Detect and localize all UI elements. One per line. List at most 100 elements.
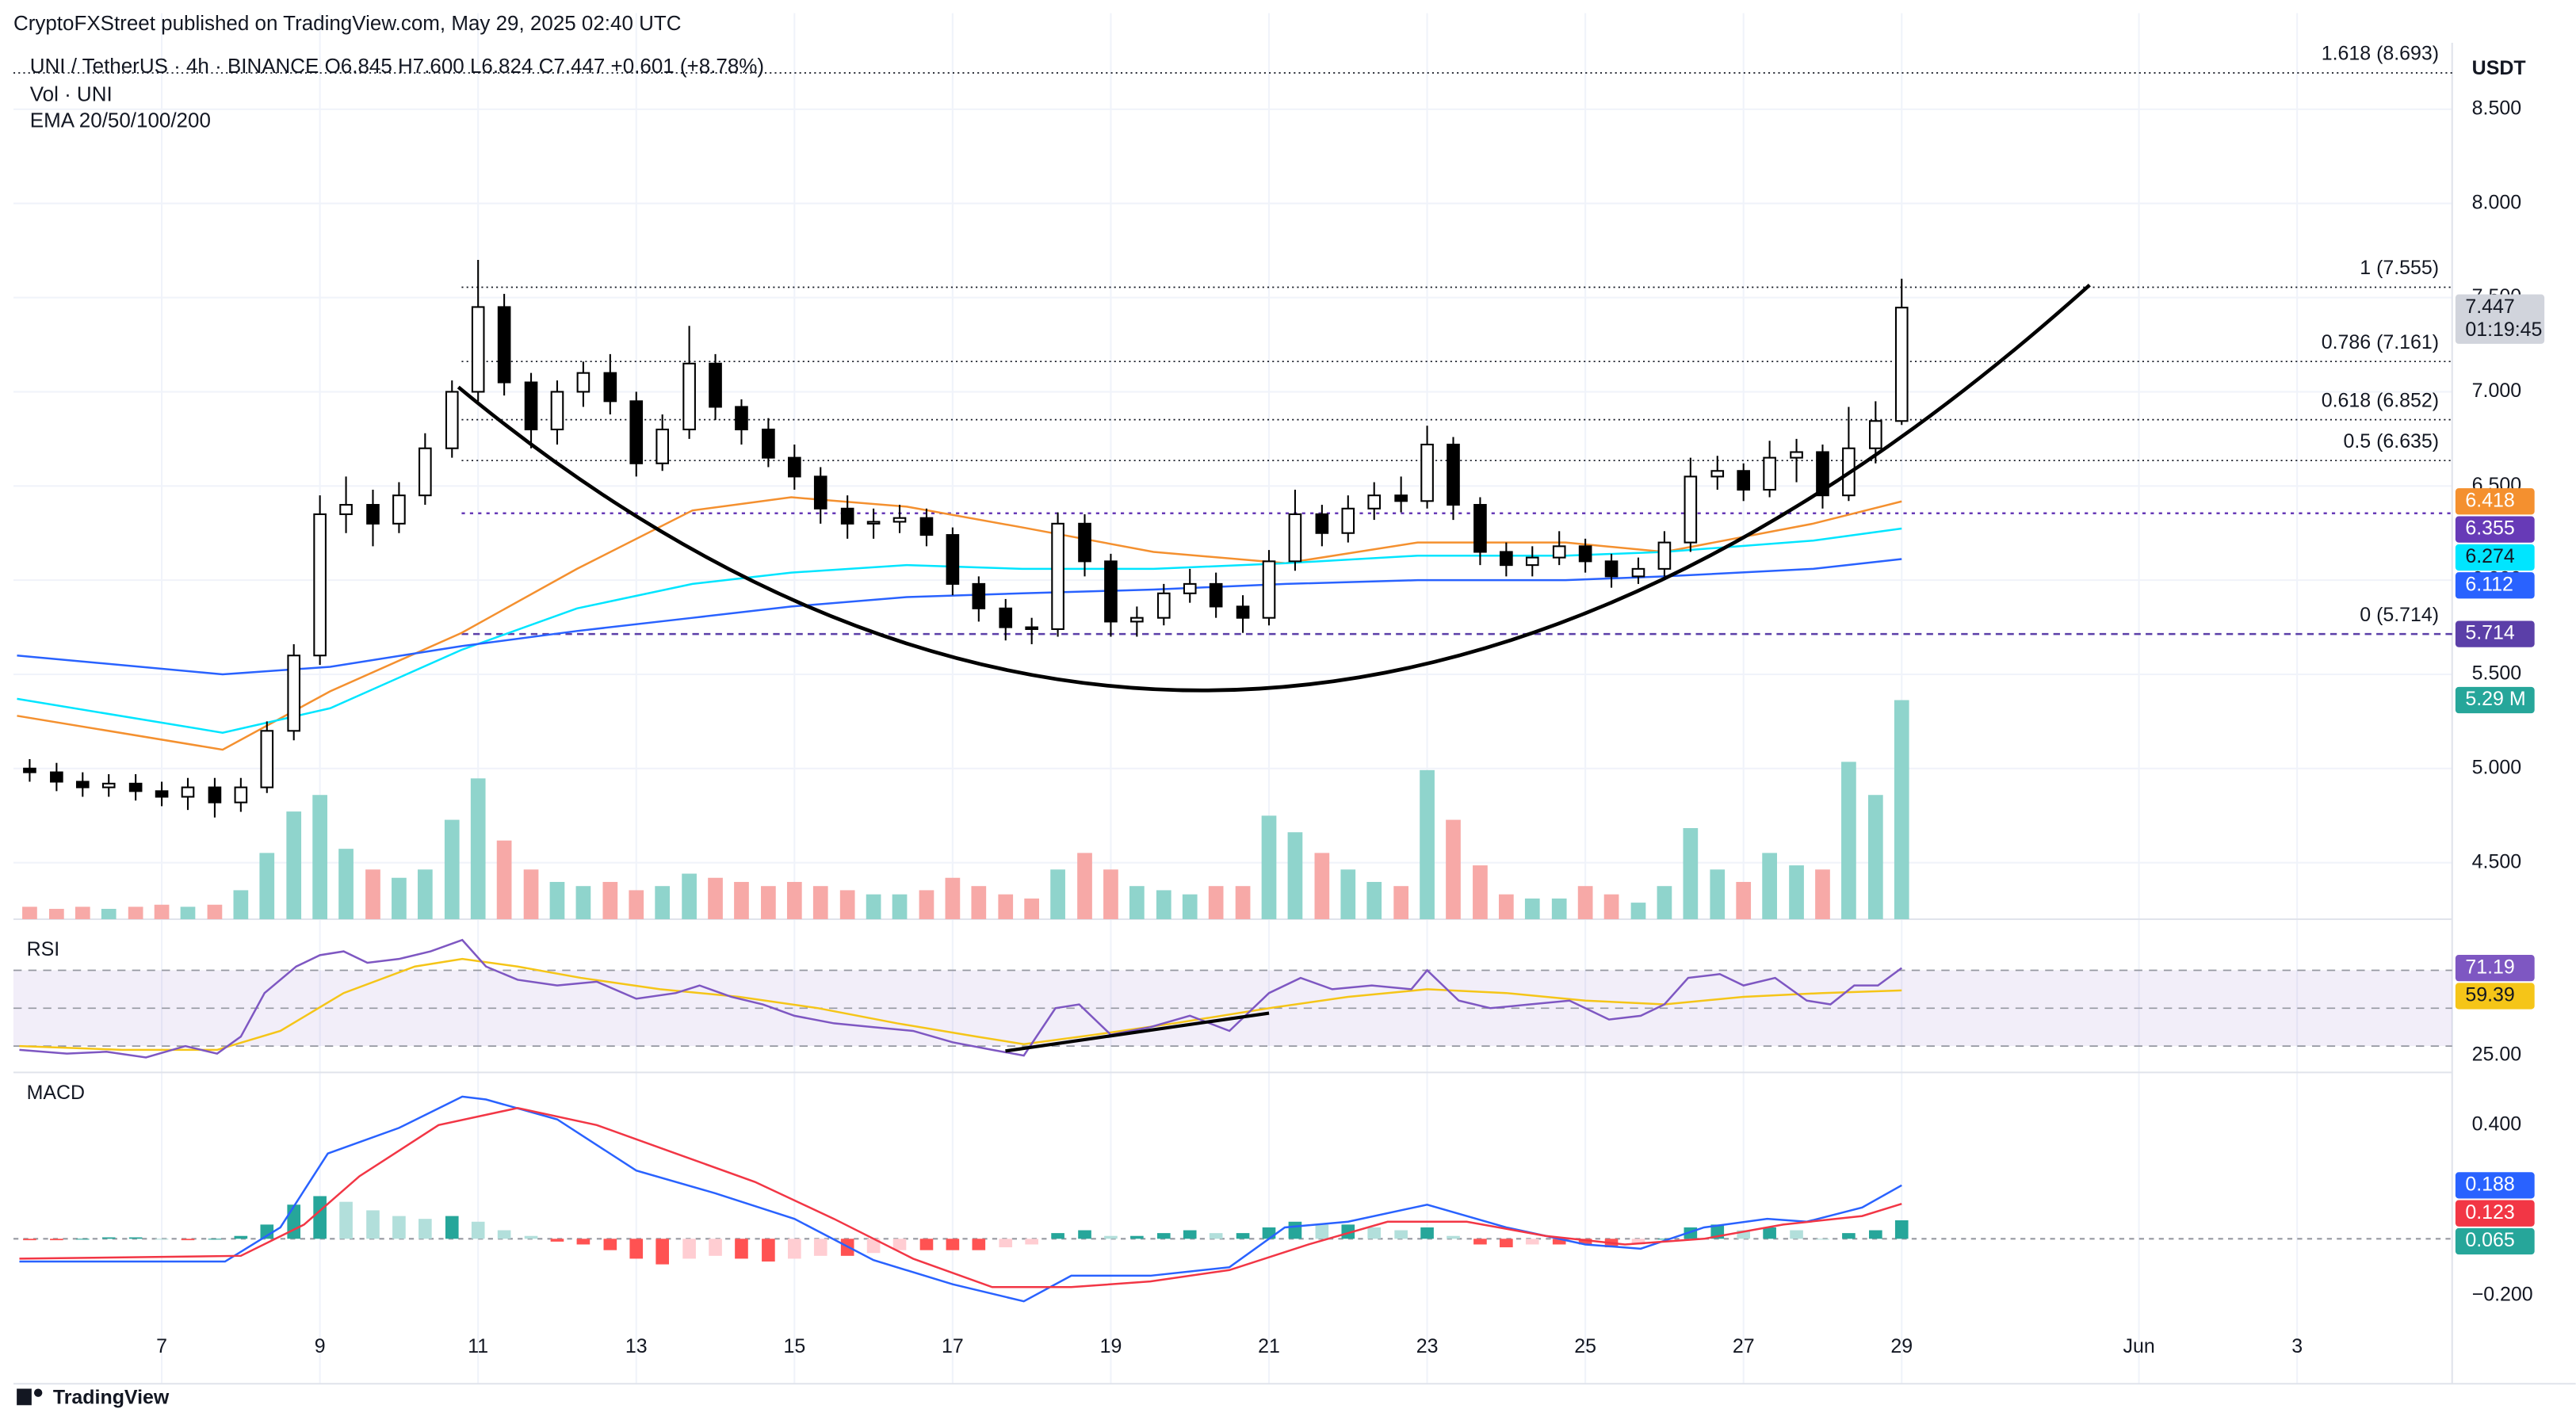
macd-histogram-bar [339, 1201, 353, 1239]
ema-legend: EMA 20/50/100/200 [30, 109, 211, 132]
candle-body [1051, 522, 1064, 630]
currency-unit: USDT [2472, 57, 2526, 79]
macd-histogram-bar [234, 1235, 248, 1239]
rsi-divergence [1005, 1011, 1270, 1053]
candle-body [1341, 507, 1355, 534]
candle-body [813, 475, 827, 510]
macd-histogram-bar [1315, 1224, 1329, 1239]
volume-bar [392, 877, 407, 920]
volume-bar [1182, 894, 1198, 920]
volume-bar [1894, 700, 1909, 920]
price-label: 5.29 M [2465, 688, 2525, 710]
volume-bar [496, 840, 512, 920]
volume-bar [22, 907, 37, 920]
candle-body [1710, 470, 1725, 478]
candle-body [999, 607, 1013, 628]
macd-histogram-bar [762, 1239, 775, 1262]
volume-bar [971, 886, 987, 920]
macd-histogram-bar [655, 1239, 670, 1265]
ema-line [17, 527, 1902, 734]
volume-bar [1129, 886, 1145, 920]
x-tick-label: 23 [1416, 1335, 1439, 1357]
volume-bar [1287, 832, 1303, 920]
volume-bar [1789, 865, 1804, 920]
macd-histogram-bar [392, 1216, 406, 1239]
price-label: 5.714 [2465, 622, 2515, 644]
candle-body [919, 517, 934, 536]
macd-histogram-bar [1025, 1239, 1038, 1245]
macd-histogram-bar [946, 1239, 960, 1250]
x-tick-label: Jun [2123, 1335, 2154, 1357]
macd-histogram-bar [260, 1224, 274, 1239]
y-tick-label: 7.000 [2472, 380, 2521, 402]
volume-bar [1524, 898, 1540, 920]
volume-bar [101, 908, 117, 920]
volume-bar [444, 819, 460, 920]
fib-label: 0 (5.714) [2360, 604, 2439, 626]
price-label-box [2455, 686, 2535, 714]
macd-histogram-bar [1394, 1230, 1408, 1239]
volume-bar [1077, 853, 1092, 920]
volume-bar [470, 778, 486, 920]
volume-bar [1762, 853, 1777, 920]
volume-bar [602, 881, 618, 920]
candle-body [1552, 545, 1566, 559]
candle-body [682, 362, 696, 431]
volume-bar [1683, 828, 1699, 920]
macd-histogram-bar [682, 1239, 696, 1259]
volume-bar [1736, 881, 1752, 920]
logo-mark [17, 1388, 32, 1406]
volume-bar [1340, 869, 1356, 920]
macd-histogram-bar [497, 1230, 511, 1239]
volume-bar [1473, 865, 1488, 920]
candle-body [208, 786, 222, 804]
price-label-box [2455, 1200, 2535, 1227]
candle-body [234, 786, 248, 804]
tradingview-logo [17, 1388, 43, 1406]
macd-histogram-bar [313, 1196, 327, 1239]
macd-histogram-bar [445, 1216, 459, 1239]
macd-histogram-bar [788, 1239, 801, 1259]
volume-bar [286, 811, 302, 920]
macd-histogram-bar [1367, 1227, 1382, 1239]
volume-bar [1024, 898, 1040, 920]
volume-bar [154, 904, 170, 920]
candle-body [1525, 556, 1539, 567]
candle-body [735, 406, 748, 431]
volume-bar [1366, 881, 1382, 920]
brand: TradingView [53, 1387, 170, 1409]
y-tick-label: 8.500 [2472, 97, 2521, 119]
macd-histogram-bar [1130, 1235, 1144, 1239]
volume-bar [919, 890, 934, 920]
volume-bar [1314, 853, 1330, 920]
macd-histogram-bar [1578, 1239, 1592, 1245]
candle-body [524, 381, 538, 431]
ema-line [17, 558, 1902, 676]
candle-body [75, 781, 90, 788]
rsi-title: RSI [27, 938, 60, 960]
candle-body [1447, 443, 1460, 506]
volume-bar [1867, 795, 1883, 920]
publisher: CryptoFXStreet published on TradingView.… [13, 11, 682, 35]
macd-histogram-bar [1341, 1224, 1355, 1239]
candle-body [1025, 626, 1038, 630]
macd-histogram-bar [1051, 1233, 1064, 1239]
candle-body [1315, 513, 1329, 534]
candle-body [1816, 451, 1829, 497]
x-tick-label: 17 [942, 1335, 964, 1357]
volume-bar [1657, 886, 1672, 920]
macd-histogram-bar [1420, 1227, 1434, 1239]
candle-body [128, 782, 143, 792]
price-label: 0.123 [2465, 1201, 2514, 1223]
volume-bar [866, 894, 881, 920]
volume-bar [1235, 886, 1251, 920]
macd-histogram-bar [1869, 1230, 1882, 1239]
candle-body [1631, 567, 1645, 578]
volume-bar [1050, 869, 1065, 920]
macd-histogram-bar [1894, 1220, 1909, 1239]
candle-body [866, 521, 881, 525]
macd-histogram-bar [972, 1239, 986, 1250]
volume-bar [892, 894, 908, 920]
fib-label: 0.786 (7.161) [2322, 331, 2439, 353]
symbol-line: UNI / TetherUS · 4h · BINANCE O6.845 H7.… [30, 54, 764, 78]
